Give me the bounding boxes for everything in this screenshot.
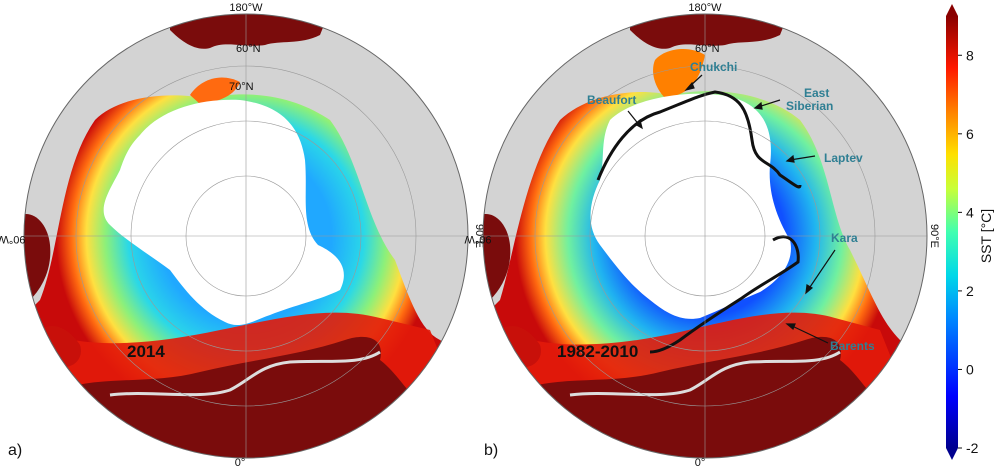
colorbar-top-cap — [946, 4, 958, 16]
grid-label-top-b: 180°W — [688, 2, 722, 14]
warm-current-line-b — [569, 350, 841, 397]
sea-ice-b — [590, 93, 791, 319]
colorbar-tick-label: -2 — [966, 440, 979, 456]
grid-label-bottom-a: 0° — [235, 457, 246, 469]
colorbar-tick-label: 4 — [966, 204, 974, 220]
warm-pacific-b — [653, 48, 705, 98]
colorbar-tick-label: 6 — [966, 126, 974, 142]
colorbar-ticks: 8 6 4 2 0 -2 — [958, 47, 979, 456]
map-panel-b: Chukchi Beaufort East Siberian Laptev Ka… — [464, 2, 940, 469]
year-label-a: 2014 — [127, 342, 165, 361]
grid-label-left-b: 90°W — [464, 233, 492, 245]
year-label-b: 1982-2010 — [557, 342, 638, 361]
annotation-arrows-b — [627, 74, 836, 344]
panel-label-a: a) — [8, 442, 22, 459]
colorbar-tick-label: 2 — [966, 283, 974, 299]
sea-label-laptev: Laptev — [824, 151, 863, 165]
warm-current-line-a — [109, 350, 381, 397]
sea-label-barents: Barents — [830, 339, 875, 353]
land-alaska-b — [630, 14, 790, 49]
sea-label-chukchi: Chukchi — [690, 60, 737, 74]
sea-label-siberian: Siberian — [786, 99, 833, 113]
grid-label-right-b: 90°E — [928, 224, 940, 248]
sea-label-beaufort: Beaufort — [587, 93, 636, 107]
sea-label-east: East — [804, 86, 829, 100]
grid-label-lat60-a: 60°N — [236, 43, 261, 55]
colorbar-bottom-cap — [946, 448, 958, 460]
grid-label-right-a: 90°E — [473, 224, 485, 248]
warm-pacific-a — [190, 77, 240, 104]
colorbar-gradient — [946, 16, 958, 448]
colorbar-tick-label: 8 — [966, 47, 974, 63]
grid-label-bottom-b: 0° — [695, 457, 706, 469]
colorbar-tick-label: 0 — [966, 361, 974, 377]
grid-label-left-a: 90°W — [0, 233, 26, 245]
grid-label-lat70-a: 70°N — [229, 81, 254, 93]
colorbar-title: SST [°C] — [978, 209, 994, 263]
colorbar: 8 6 4 2 0 -2 SST [°C] — [946, 4, 994, 460]
graticule-b — [483, 14, 927, 458]
grid-label-top-a: 180°W — [229, 2, 263, 14]
graticule-a — [24, 14, 468, 458]
grid-label-lat60-b: 60°N — [695, 43, 720, 55]
map-border-b — [482, 13, 928, 459]
ice-edge-line-b — [596, 90, 802, 354]
map-border-a — [23, 13, 469, 459]
land-alaska-a — [170, 14, 330, 49]
map-panel-a: 180°W 60°N 70°N 90°W 90°E 0° 2014 a) — [0, 2, 485, 469]
panel-label-b: b) — [484, 442, 498, 459]
sea-label-kara: Kara — [831, 231, 858, 245]
